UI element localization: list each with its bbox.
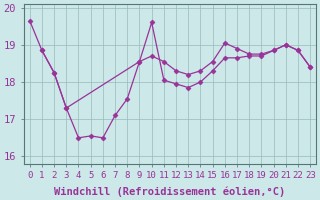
X-axis label: Windchill (Refroidissement éolien,°C): Windchill (Refroidissement éolien,°C)	[54, 186, 285, 197]
